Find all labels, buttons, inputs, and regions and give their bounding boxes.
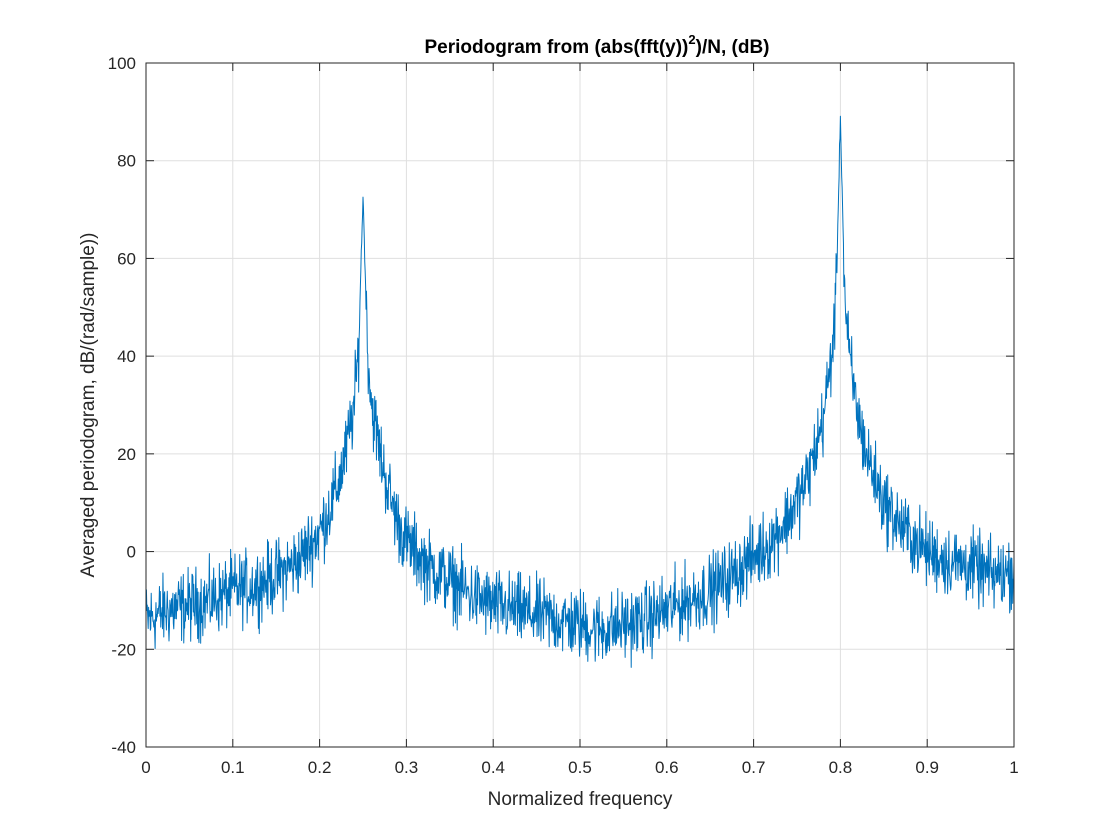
x-tick-label-7: 0.7 xyxy=(742,758,766,777)
chart-title: Periodogram from (abs(fft(y))2)/N, (dB) xyxy=(424,32,769,58)
y-axis-label: Averaged periodogram, dB/(rad/sample)) xyxy=(78,233,99,578)
y-tick-label-2: 0 xyxy=(127,543,136,562)
x-tick-label-10: 1 xyxy=(1009,758,1018,777)
x-tick-label-5: 0.5 xyxy=(568,758,592,777)
series-line-periodogram xyxy=(145,115,1015,668)
series-layer xyxy=(145,115,1015,668)
chart-title-superscript: 2 xyxy=(688,32,695,47)
y-tick-label-3: 20 xyxy=(117,445,136,464)
y-tick-label-0: -40 xyxy=(111,738,136,757)
y-tick-label-7: 100 xyxy=(108,54,136,73)
tick-marks xyxy=(145,62,1015,748)
y-tick-label-4: 40 xyxy=(117,347,136,366)
x-tick-label-2: 0.2 xyxy=(308,758,332,777)
x-tick-label-6: 0.6 xyxy=(655,758,679,777)
x-tick-label-4: 0.4 xyxy=(481,758,505,777)
x-tick-label-3: 0.3 xyxy=(395,758,419,777)
x-tick-label-8: 0.8 xyxy=(829,758,853,777)
x-axis-label: Normalized frequency xyxy=(488,789,673,810)
y-tick-label-6: 80 xyxy=(117,152,136,171)
x-tick-label-1: 0.1 xyxy=(221,758,245,777)
x-tick-label-0: 0 xyxy=(141,758,150,777)
y-tick-label-1: -20 xyxy=(111,640,136,659)
x-tick-label-9: 0.9 xyxy=(915,758,939,777)
y-tick-labels: -40 -20 0 20 40 60 80 100 xyxy=(108,54,136,757)
y-tick-label-5: 60 xyxy=(117,249,136,268)
x-tick-labels: 0 0.1 0.2 0.3 0.4 0.5 0.6 0.7 0.8 0.9 1 xyxy=(141,758,1018,777)
